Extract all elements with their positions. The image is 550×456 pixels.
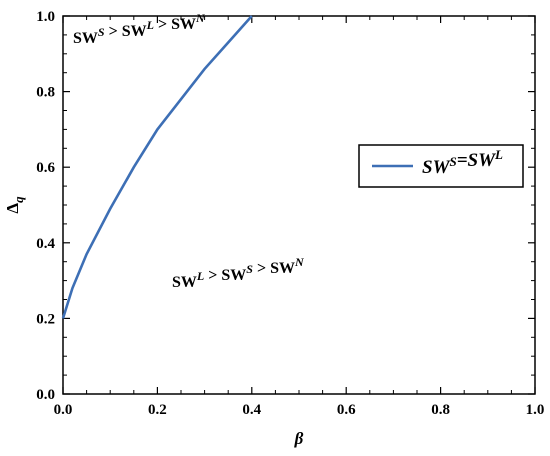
x-tick-label: 0.4 bbox=[242, 402, 261, 418]
y-tick-label: 0.8 bbox=[36, 85, 55, 101]
x-axis-label: β bbox=[294, 429, 304, 448]
y-tick-label: 0.0 bbox=[36, 387, 55, 403]
axis-ticks bbox=[62, 15, 536, 395]
axis-tick-labels: 0.0 0.2 0.4 0.6 0.8 1.0 0.0 0.2 0.4 0.6 0.8 1.0 bbox=[36, 9, 544, 418]
y-axis-label: Δq bbox=[3, 196, 26, 214]
legend-label-sws-eq-swl: SWS=SWL bbox=[422, 147, 503, 178]
x-tick-label: 0.0 bbox=[54, 402, 73, 418]
y-tick-label: 0.2 bbox=[36, 311, 55, 327]
x-tick-label: 0.6 bbox=[337, 402, 356, 418]
y-tick-label: 0.6 bbox=[36, 160, 55, 176]
y-tick-label: 1.0 bbox=[36, 9, 55, 25]
legend: SWS=SWL bbox=[358, 144, 524, 188]
y-tick-label: 0.4 bbox=[36, 236, 55, 252]
plot-frame bbox=[62, 15, 536, 395]
region-annotation-lower: SWL > SWS > SWN bbox=[172, 255, 305, 291]
x-tick-label: 0.2 bbox=[148, 402, 167, 418]
region-annotation-upper: SWS > SWL > SWN bbox=[73, 11, 206, 47]
series-line-sws-eq-swl bbox=[61, 15, 253, 319]
x-tick-label: 1.0 bbox=[526, 402, 545, 418]
x-tick-label: 0.8 bbox=[431, 402, 450, 418]
